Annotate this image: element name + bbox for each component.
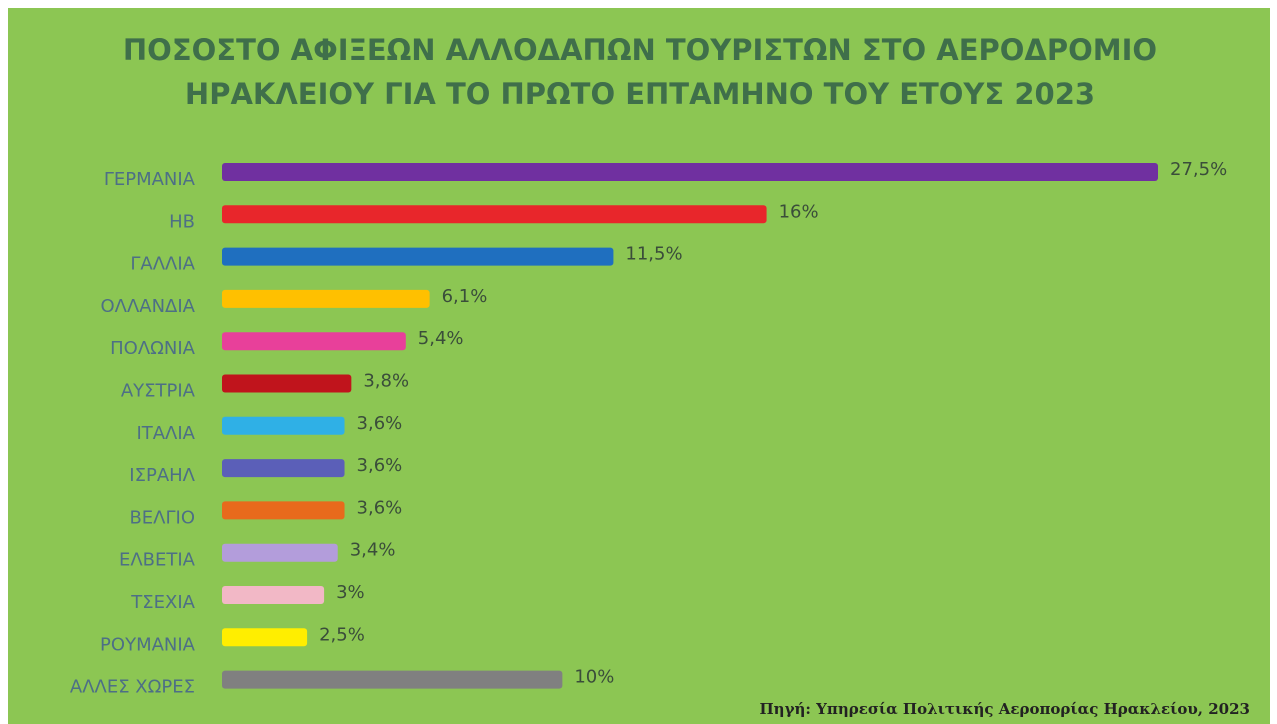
category-label: ΑΥΣΤΡΙΑ [121,381,196,402]
bar [222,459,345,478]
category-label: ΓΕΡΜΑΝΙΑ [104,169,196,190]
bar [222,543,338,562]
value-label: 3,6% [357,413,403,434]
category-label: ΗΒ [169,211,195,232]
category-label: ΑΛΛΕΣ ΧΩΡΕΣ [70,677,195,698]
bar [222,501,345,520]
chart-title: ΗΡΑΚΛΕΙΟΥ ΓΙΑ ΤΟ ΠΡΩΤΟ ΕΠΤΑΜΗΝΟ ΤΟΥ ΕΤΟΥ… [185,77,1095,111]
bar [222,416,345,435]
value-label: 6,1% [442,286,488,307]
category-label: ΒΕΛΓΙΟ [129,507,195,528]
value-label: 27,5% [1170,159,1227,180]
bar [222,670,563,689]
bar [222,289,430,308]
value-label: 2,5% [319,624,365,645]
category-label: ΤΣΕΧΙΑ [130,592,195,613]
category-label: ΙΣΡΑΗΛ [129,465,195,486]
chart-title: ΠΟΣΟΣΤΟ ΑΦΙΞΕΩΝ ΑΛΛΟΔΑΠΩΝ ΤΟΥΡΙΣΤΩΝ ΣΤΟ … [123,33,1157,67]
value-label: 10% [574,667,614,688]
value-label: 3,8% [363,371,409,392]
value-label: 5,4% [418,328,464,349]
value-label: 3,4% [350,540,396,561]
bar [222,163,1158,181]
value-label: 3,6% [357,497,403,518]
bar [222,374,352,393]
background [8,8,1270,724]
category-label: ΙΤΑΛΙΑ [136,423,195,444]
category-label: ΓΑΛΛΙΑ [130,254,195,275]
bar [222,586,325,604]
value-label: 3,6% [357,455,403,476]
bar [222,247,614,266]
bar [222,628,308,647]
category-label: ΟΛΛΑΝΔΙΑ [100,296,195,317]
value-label: 16% [779,201,819,222]
category-label: ΕΛΒΕΤΙΑ [119,550,196,571]
value-label: 3% [336,582,365,603]
bar [222,205,767,224]
value-label: 11,5% [625,244,682,265]
source: Πηγή: Υπηρεσία Πολιτικής Αεροπορίας Ηρακ… [760,700,1251,718]
bar [222,332,406,351]
category-label: ΠΟΛΩΝΙΑ [110,338,196,359]
category-label: ΡΟΥΜΑΝΙΑ [100,634,196,655]
